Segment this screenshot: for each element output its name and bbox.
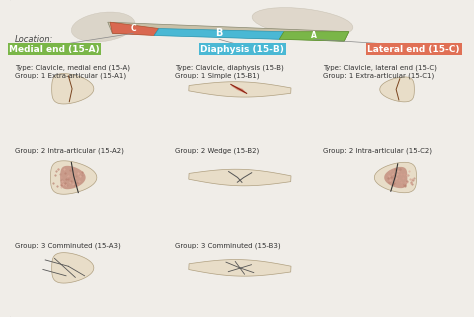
Polygon shape — [380, 77, 414, 102]
Text: Group: 2 Intra-articular (15-A2): Group: 2 Intra-articular (15-A2) — [15, 147, 124, 154]
Text: Location:: Location: — [15, 35, 54, 44]
Polygon shape — [384, 167, 407, 188]
Text: Group: 2 Wedge (15-B2): Group: 2 Wedge (15-B2) — [175, 147, 259, 154]
Polygon shape — [108, 22, 349, 41]
Text: Medial end (15-A): Medial end (15-A) — [9, 45, 100, 54]
Ellipse shape — [71, 12, 135, 42]
Text: C: C — [130, 24, 136, 33]
Text: Group: 3 Comminuted (15-A3): Group: 3 Comminuted (15-A3) — [15, 243, 121, 249]
Text: Group: 3 Comminuted (15-B3): Group: 3 Comminuted (15-B3) — [175, 243, 281, 249]
Text: B: B — [215, 28, 223, 38]
Polygon shape — [52, 253, 94, 283]
Polygon shape — [50, 161, 97, 194]
Text: A: A — [311, 31, 317, 40]
Text: Type: Clavicle, lateral end (15-C)
Group: 1 Extra-articular (15-C1): Type: Clavicle, lateral end (15-C) Group… — [323, 65, 437, 79]
Polygon shape — [60, 166, 86, 189]
Polygon shape — [52, 74, 94, 104]
Polygon shape — [279, 32, 349, 41]
Polygon shape — [189, 82, 291, 97]
Text: Group: 2 Intra-articular (15-C2): Group: 2 Intra-articular (15-C2) — [323, 147, 432, 154]
Text: Type: Clavicle, medial end (15-A)
Group: 1 Extra-articular (15-A1): Type: Clavicle, medial end (15-A) Group:… — [15, 65, 130, 79]
Ellipse shape — [252, 8, 353, 37]
Polygon shape — [154, 29, 284, 39]
Polygon shape — [189, 260, 291, 276]
Polygon shape — [232, 85, 245, 93]
Text: Lateral end (15-C): Lateral end (15-C) — [367, 45, 460, 54]
Polygon shape — [110, 22, 159, 36]
Text: Type: Clavicle, diaphysis (15-B)
Group: 1 Simple (15-B1): Type: Clavicle, diaphysis (15-B) Group: … — [175, 65, 284, 79]
Polygon shape — [189, 169, 291, 186]
Text: Diaphysis (15-B): Diaphysis (15-B) — [201, 45, 284, 54]
Polygon shape — [374, 162, 417, 193]
